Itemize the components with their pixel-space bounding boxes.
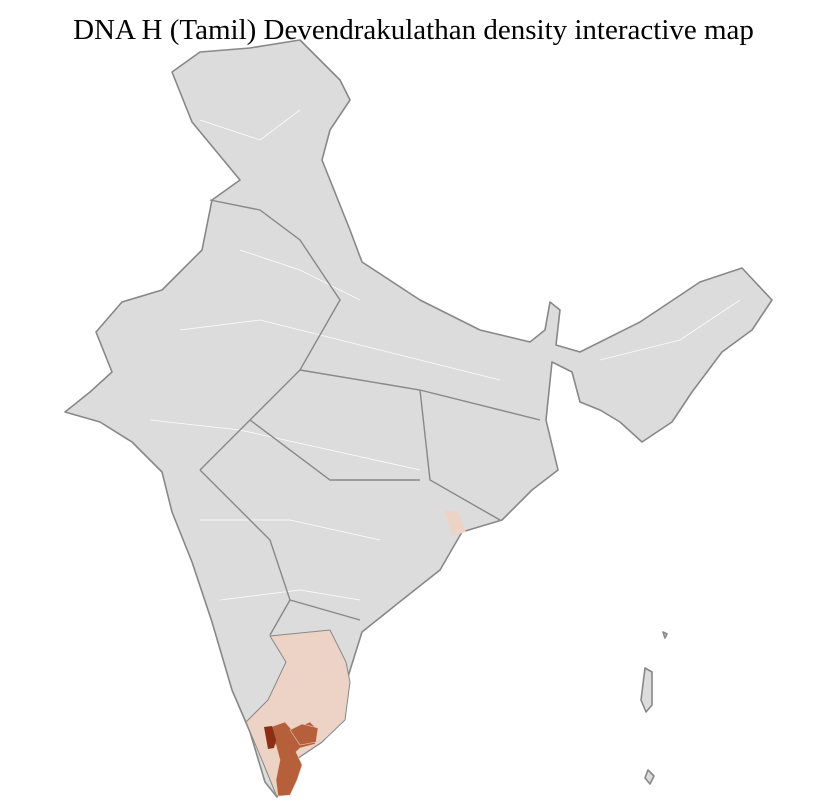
map-title: DNA H (Tamil) Devendrakulathan density i… — [73, 14, 754, 46]
state-borders — [199, 199, 541, 671]
lakshadweep-islands — [662, 631, 668, 639]
region-high[interactable] — [264, 726, 276, 749]
india-mainland[interactable] — [64, 39, 773, 798]
region-medium-central[interactable] — [289, 723, 319, 746]
andaman-islands[interactable] — [640, 667, 655, 785]
district-borders — [149, 109, 741, 601]
region-low-odisha[interactable] — [445, 510, 466, 536]
